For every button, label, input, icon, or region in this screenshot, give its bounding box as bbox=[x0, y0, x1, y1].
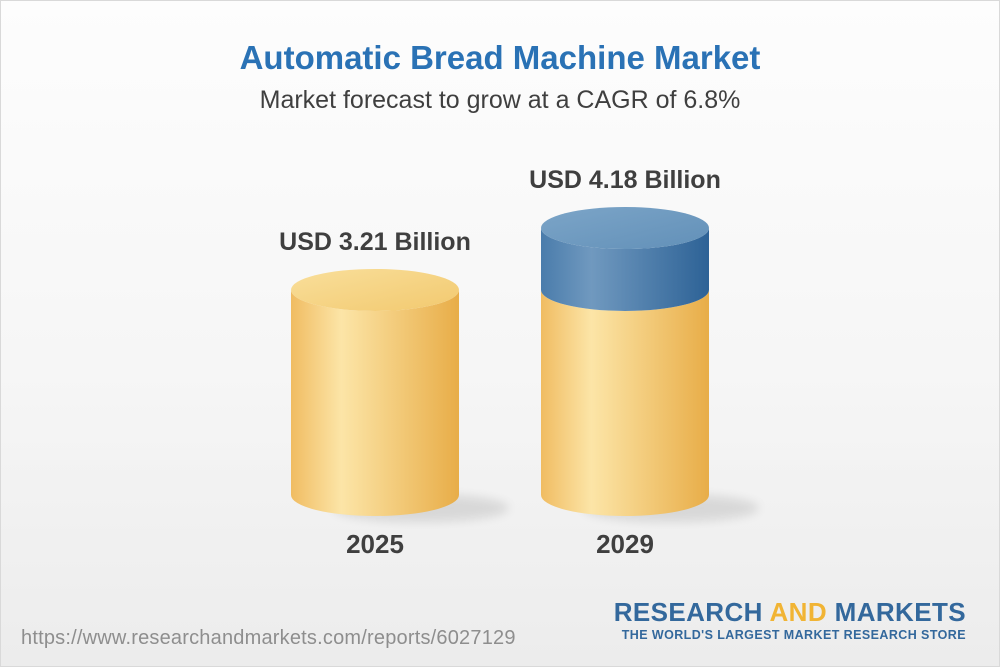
value-label-2029: USD 4.18 Billion bbox=[529, 166, 721, 194]
page-title: Automatic Bread Machine Market bbox=[239, 39, 761, 76]
page-subtitle: Market forecast to grow at a CAGR of 6.8… bbox=[259, 86, 741, 114]
value-label-2025: USD 3.21 Billion bbox=[279, 228, 471, 256]
logo-word-and: AND bbox=[769, 597, 828, 627]
category-label-2029: 2029 bbox=[596, 529, 654, 559]
cylinder-segment-2029-blue bbox=[541, 228, 709, 311]
category-label-2025: 2025 bbox=[346, 529, 404, 559]
cylinder-top-2025 bbox=[291, 268, 459, 311]
logo-tagline: THE WORLD'S LARGEST MARKET RESEARCH STOR… bbox=[621, 628, 966, 642]
logo-word-research: RESEARCH bbox=[613, 597, 763, 627]
logo-word-markets: MARKETS bbox=[834, 597, 966, 627]
research-and-markets-logo: RESEARCH AND MARKETS THE WORLD'S LARGEST… bbox=[614, 599, 966, 642]
cylinder-segment-2025-yellow bbox=[291, 289, 459, 516]
report-url: https://www.researchandmarkets.com/repor… bbox=[21, 627, 516, 649]
cylinder-segment-2029-yellow bbox=[541, 289, 709, 516]
logo-wordmark: RESEARCH AND MARKETS bbox=[614, 599, 966, 625]
cylinder-top-2029 bbox=[541, 207, 709, 249]
cylinder-bar-chart bbox=[291, 207, 759, 522]
